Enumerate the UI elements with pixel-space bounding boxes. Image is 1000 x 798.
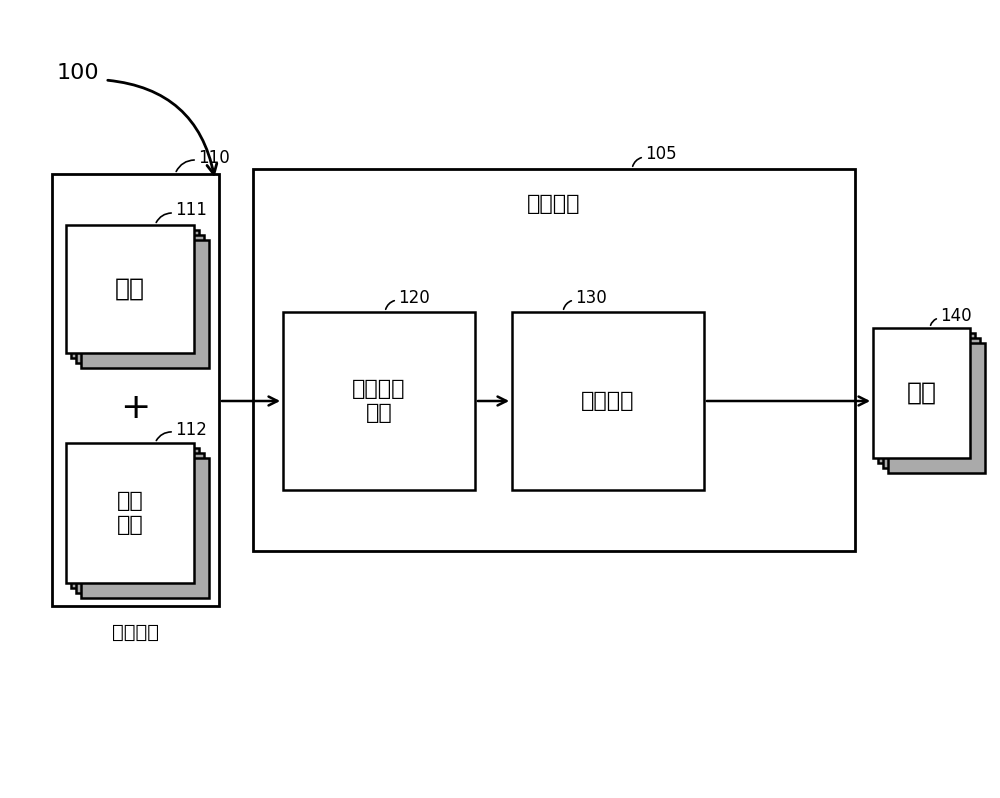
- Text: 111: 111: [175, 201, 207, 219]
- Text: 105: 105: [645, 145, 677, 163]
- Bar: [76, 235, 204, 363]
- Bar: [253, 169, 855, 551]
- Text: 计算设备: 计算设备: [527, 194, 581, 214]
- Bar: [81, 458, 209, 598]
- Text: 112: 112: [175, 421, 207, 439]
- Text: 第一
文本: 第一 文本: [117, 492, 143, 535]
- Bar: [878, 333, 975, 463]
- Bar: [76, 453, 204, 593]
- Bar: [66, 225, 194, 353]
- Text: 答案: 答案: [906, 381, 936, 405]
- Text: 140: 140: [940, 307, 972, 325]
- Bar: [81, 240, 209, 368]
- Bar: [873, 328, 970, 458]
- Bar: [52, 174, 219, 606]
- Text: +: +: [120, 391, 151, 425]
- Bar: [283, 312, 475, 490]
- Text: 第一输出: 第一输出: [581, 391, 635, 411]
- Bar: [512, 312, 704, 490]
- Bar: [883, 338, 980, 468]
- Text: 130: 130: [575, 289, 607, 307]
- Text: 阅读理解
模型: 阅读理解 模型: [352, 379, 406, 423]
- Bar: [71, 448, 199, 588]
- Bar: [888, 343, 985, 473]
- Text: 第一输入: 第一输入: [112, 623, 159, 642]
- Bar: [71, 230, 199, 358]
- Text: 110: 110: [198, 149, 230, 167]
- Bar: [66, 443, 194, 583]
- Text: 100: 100: [57, 63, 100, 83]
- Text: 问题: 问题: [115, 277, 145, 301]
- Text: 120: 120: [398, 289, 430, 307]
